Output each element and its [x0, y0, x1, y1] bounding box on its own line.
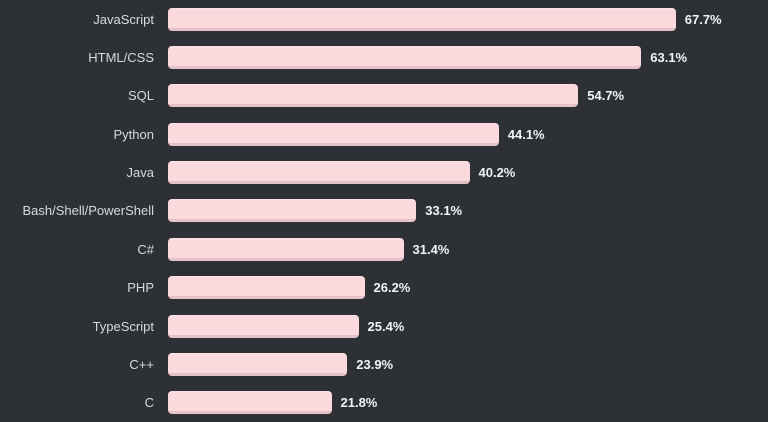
category-label: JavaScript — [93, 11, 154, 27]
bar — [168, 352, 348, 376]
category-label: Python — [113, 126, 154, 142]
bar — [168, 237, 404, 261]
bar — [168, 7, 676, 31]
bar-area: 26.2% — [168, 276, 768, 300]
value-label: 31.4% — [412, 241, 450, 257]
bar — [168, 391, 332, 415]
category-label: Bash/Shell/PowerShell — [22, 203, 154, 219]
bar-area: 21.8% — [168, 391, 768, 415]
chart-row: PHP 26.2% — [0, 269, 768, 307]
bar-area: 33.1% — [168, 199, 768, 223]
bar-area: 23.9% — [168, 352, 768, 376]
category-label: SQL — [127, 88, 154, 104]
value-label: 67.7% — [684, 11, 722, 27]
category-label: PHP — [127, 280, 154, 296]
bar-area: 44.1% — [168, 122, 768, 146]
value-label: 54.7% — [587, 88, 625, 104]
category-label: C# — [137, 241, 154, 257]
bar — [168, 199, 417, 223]
value-label: 44.1% — [507, 126, 545, 142]
bar — [168, 122, 499, 146]
chart-row: Python 44.1% — [0, 115, 768, 153]
chart-row: JavaScript 67.7% — [0, 0, 768, 38]
category-label: C — [144, 395, 154, 411]
bar — [168, 84, 579, 108]
chart-row: C 21.8% — [0, 384, 768, 422]
category-label: TypeScript — [92, 318, 154, 334]
bar — [168, 314, 359, 338]
chart-row: TypeScript 25.4% — [0, 307, 768, 345]
bar — [168, 46, 642, 70]
value-label: 23.9% — [356, 356, 394, 372]
bar-area: 40.2% — [168, 161, 768, 185]
chart-row: SQL 54.7% — [0, 77, 768, 115]
chart-row: Bash/Shell/PowerShell 33.1% — [0, 192, 768, 230]
chart-row: C# 31.4% — [0, 230, 768, 268]
value-label: 33.1% — [425, 203, 463, 219]
category-label: HTML/CSS — [88, 50, 154, 66]
bar-area: 25.4% — [168, 314, 768, 338]
bar-area: 63.1% — [168, 46, 768, 70]
chart-row: C++ 23.9% — [0, 345, 768, 383]
chart-row: HTML/CSS 63.1% — [0, 38, 768, 76]
bar — [168, 276, 365, 300]
value-label: 21.8% — [340, 395, 378, 411]
bar-area: 54.7% — [168, 84, 768, 108]
category-label: C++ — [129, 356, 154, 372]
value-label: 25.4% — [367, 318, 405, 334]
value-label: 63.1% — [650, 50, 688, 66]
chart-row: Java 40.2% — [0, 153, 768, 191]
value-label: 26.2% — [373, 280, 411, 296]
bar-area: 67.7% — [168, 7, 768, 31]
bar — [168, 161, 470, 185]
category-label: Java — [126, 165, 154, 181]
bar-area: 31.4% — [168, 237, 768, 261]
value-label: 40.2% — [478, 165, 516, 181]
